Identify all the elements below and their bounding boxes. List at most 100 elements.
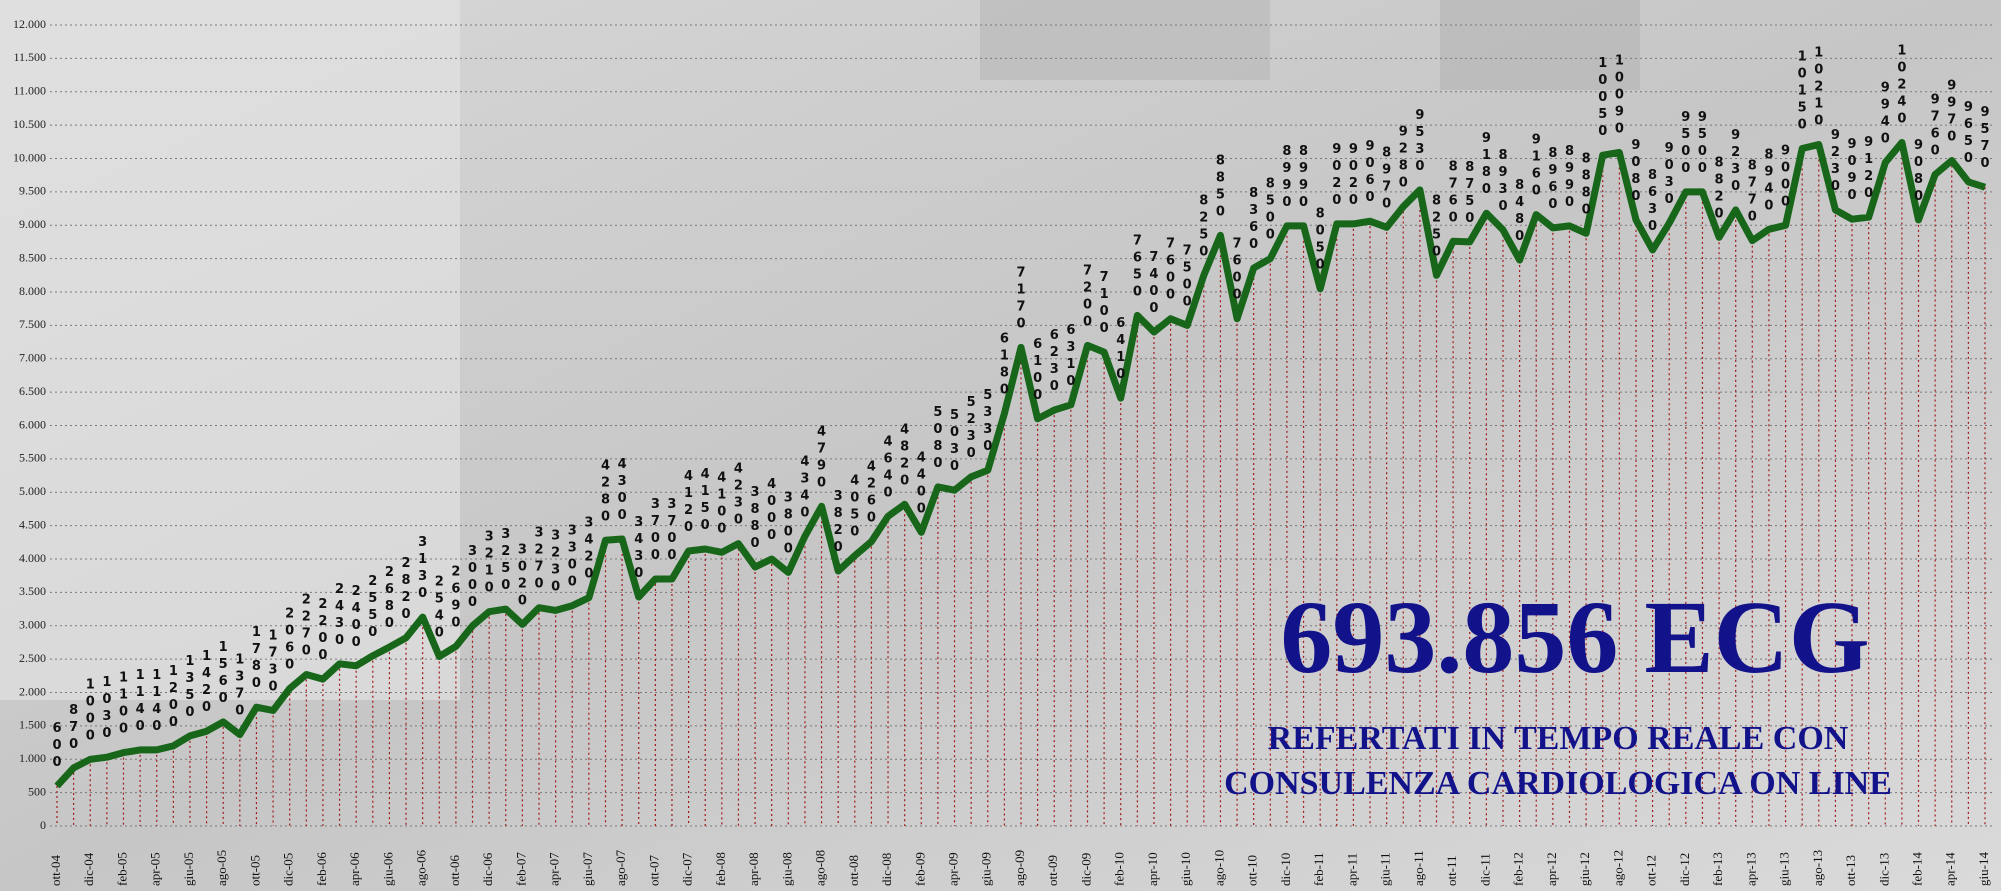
x-tick-label: giu-10 bbox=[1178, 852, 1193, 886]
x-tick-label: giu-07 bbox=[580, 852, 595, 886]
y-tick-label: 5.500 bbox=[19, 451, 46, 465]
x-tick-label: apr-12 bbox=[1544, 852, 1559, 886]
y-tick-label: 2.000 bbox=[19, 684, 46, 698]
data-label: 8820 bbox=[1712, 155, 1727, 223]
data-label: 4640 bbox=[881, 434, 896, 502]
data-label: 4400 bbox=[914, 450, 929, 518]
data-label: 2430 bbox=[332, 582, 347, 650]
data-label: 5030 bbox=[947, 408, 962, 476]
x-tick-label: apr-10 bbox=[1145, 852, 1160, 886]
data-label: 7500 bbox=[1180, 243, 1195, 311]
x-tick-label: dic-13 bbox=[1876, 853, 1891, 886]
y-tick-label: 8.000 bbox=[19, 284, 46, 298]
y-tick-label: 9.000 bbox=[19, 217, 46, 231]
data-label: 8480 bbox=[1512, 178, 1527, 246]
y-tick-label: 6.000 bbox=[19, 417, 46, 431]
data-label: 5330 bbox=[980, 388, 995, 456]
data-label: 2680 bbox=[382, 565, 397, 633]
data-label: 9650 bbox=[1961, 100, 1976, 168]
y-tick-label: 3.000 bbox=[19, 618, 46, 632]
x-tick-label: giu-13 bbox=[1777, 852, 1792, 886]
data-label: 3800 bbox=[781, 490, 796, 558]
data-label: 7600 bbox=[1163, 237, 1178, 305]
data-label: 5230 bbox=[964, 395, 979, 463]
data-label: 7400 bbox=[1146, 250, 1161, 318]
x-tick-label: feb-12 bbox=[1511, 852, 1526, 886]
x-tick-label: apr-07 bbox=[547, 852, 562, 886]
data-label: 1560 bbox=[216, 640, 231, 708]
data-label: 8990 bbox=[1279, 144, 1294, 212]
data-label: 8500 bbox=[1263, 177, 1278, 245]
data-label: 2820 bbox=[399, 556, 414, 624]
data-label: 1370 bbox=[232, 653, 247, 721]
data-label: 4000 bbox=[764, 477, 779, 545]
data-label: 7200 bbox=[1080, 263, 1095, 331]
data-label: 4120 bbox=[681, 469, 696, 537]
x-tick-label: giu-11 bbox=[1378, 853, 1393, 886]
data-label: 4230 bbox=[731, 462, 746, 530]
x-tick-label: ott-09 bbox=[1045, 855, 1060, 886]
subtitle: CONSULENZA CARDIOLOGICA ON LINE bbox=[1224, 765, 1892, 802]
x-tick-label: ott-06 bbox=[447, 854, 462, 886]
x-tick-label: feb-11 bbox=[1311, 853, 1326, 886]
data-label: 10150 bbox=[1795, 49, 1810, 134]
data-label: 9570 bbox=[1978, 105, 1993, 173]
data-label: 6180 bbox=[997, 331, 1012, 399]
data-label: 3430 bbox=[631, 515, 646, 583]
x-tick-label: apr-14 bbox=[1943, 852, 1958, 886]
data-label: 3700 bbox=[648, 497, 663, 565]
plot: 600 870 1000 1030 1100 1140 1140 1200 1350 1420 15… bbox=[50, 43, 1993, 826]
x-tick-label: feb-05 bbox=[114, 852, 129, 886]
x-tick-label: dic-12 bbox=[1677, 853, 1692, 886]
x-tick-label: ott-07 bbox=[646, 854, 661, 886]
x-tick-label: ago-05 bbox=[214, 850, 229, 886]
data-label: 9160 bbox=[1529, 133, 1544, 201]
data-label: 6310 bbox=[1063, 323, 1078, 391]
background-shape bbox=[980, 0, 1270, 80]
x-tick-label: apr-09 bbox=[946, 852, 961, 886]
data-label: 9180 bbox=[1479, 131, 1494, 199]
data-label: 8930 bbox=[1496, 148, 1511, 216]
x-tick-label: dic-08 bbox=[879, 853, 894, 886]
data-label: 4280 bbox=[598, 458, 613, 526]
data-label: 1140 bbox=[133, 668, 148, 736]
x-tick-label: feb-09 bbox=[912, 852, 927, 886]
y-tick-label: 1.000 bbox=[19, 751, 46, 765]
y-tick-label: 500 bbox=[28, 784, 46, 798]
data-label: 9940 bbox=[1878, 81, 1893, 149]
x-tick-label: apr-13 bbox=[1743, 852, 1758, 886]
data-label: 9080 bbox=[1911, 138, 1926, 206]
y-tick-label: 11.500 bbox=[13, 50, 46, 64]
x-tick-label: ott-10 bbox=[1245, 855, 1260, 886]
x-tick-label: giu-05 bbox=[181, 852, 196, 886]
data-label: 9530 bbox=[1412, 108, 1427, 176]
data-label: 3700 bbox=[664, 497, 679, 565]
data-label: 7100 bbox=[1097, 270, 1112, 338]
data-label: 4100 bbox=[714, 470, 729, 538]
x-tick-label: feb-08 bbox=[713, 852, 728, 886]
x-tick-label: ago-10 bbox=[1211, 850, 1226, 886]
data-label: 9020 bbox=[1346, 142, 1361, 210]
data-label: 7170 bbox=[1014, 265, 1029, 333]
data-label: 3300 bbox=[565, 524, 580, 592]
data-label: 10210 bbox=[1811, 45, 1826, 130]
x-tick-label: apr-06 bbox=[347, 852, 362, 886]
data-label: 8050 bbox=[1313, 207, 1328, 275]
data-label: 4150 bbox=[698, 467, 713, 535]
x-tick-label: dic-10 bbox=[1278, 853, 1293, 886]
data-label: 8750 bbox=[1462, 160, 1477, 228]
background-shape bbox=[0, 0, 460, 700]
x-tick-label: ago-11 bbox=[1411, 850, 1426, 886]
y-tick-label: 10.000 bbox=[13, 150, 46, 164]
x-tick-label: giu-06 bbox=[380, 852, 395, 886]
x-tick-label: ott-11 bbox=[1444, 855, 1459, 886]
data-label: 2060 bbox=[282, 606, 297, 674]
line bbox=[54, 139, 1987, 789]
data-label: 8990 bbox=[1562, 144, 1577, 212]
data-label: 600 bbox=[50, 721, 65, 772]
data-label: 3210 bbox=[482, 530, 497, 598]
data-label: 8970 bbox=[1379, 145, 1394, 213]
data-label: 3250 bbox=[498, 527, 513, 595]
data-label: 4260 bbox=[864, 460, 879, 528]
x-tick-label: ago-07 bbox=[613, 849, 628, 886]
